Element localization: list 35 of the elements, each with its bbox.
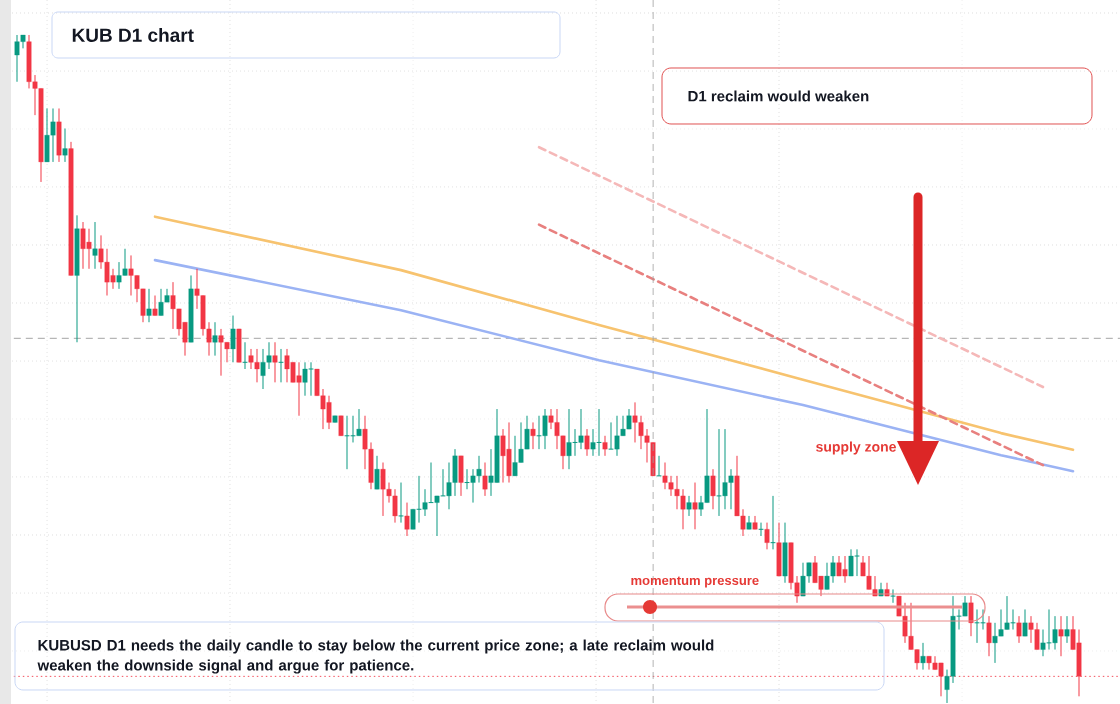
candlestick [92, 221, 98, 270]
candlestick [230, 315, 236, 363]
candlestick [602, 435, 608, 457]
candlestick [920, 642, 926, 671]
candlestick [986, 615, 992, 657]
candlestick [482, 462, 488, 497]
candlestick [1064, 615, 1070, 644]
candlestick [338, 415, 344, 437]
annotation: supply zone [816, 441, 896, 455]
candlestick [968, 595, 974, 637]
candlestick [62, 128, 68, 163]
candlestick [584, 428, 590, 457]
candlestick [764, 522, 770, 550]
candlestick [146, 288, 152, 323]
candlestick [212, 321, 218, 357]
candlestick [1022, 608, 1028, 637]
candlestick [752, 515, 758, 530]
candlestick [656, 455, 662, 477]
candlestick [686, 495, 692, 517]
candlestick [746, 515, 752, 530]
candlestick [530, 421, 536, 450]
candlestick [152, 295, 158, 317]
candlestick [404, 502, 410, 537]
annotation: KUBUSD D1 needs the daily candle to stay below the current price zone; a late reclaim would weaken the downside signal and argue for patience. [37, 639, 714, 674]
candlestick [398, 482, 404, 524]
annotation: D1 reclaim would weaken [688, 90, 869, 102]
candlestick [692, 482, 698, 530]
chart-title: KUB D1 chart [72, 28, 194, 42]
candlestick [272, 341, 278, 383]
candlestick [890, 588, 896, 604]
candlestick [1058, 615, 1064, 657]
candlestick [374, 455, 380, 490]
candlestick [1016, 615, 1022, 644]
candlestick [710, 468, 716, 510]
annotation: momentum pressure [631, 576, 759, 588]
